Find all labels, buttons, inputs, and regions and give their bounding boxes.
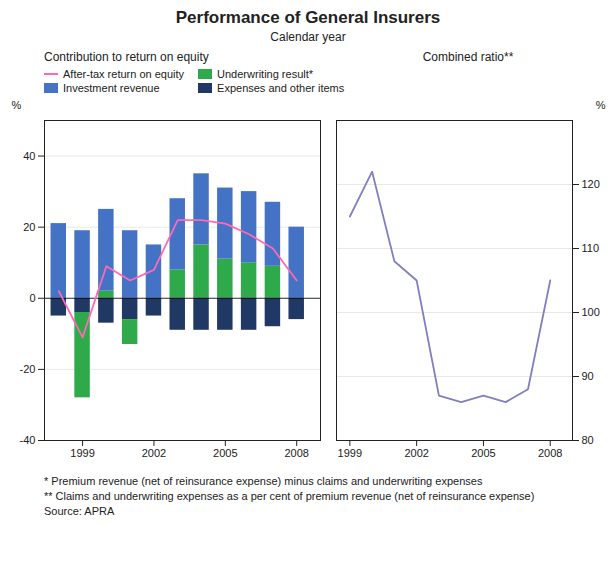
html-text:* Premium revenue (net of rein: * Premium revenue (net of reinsurance ex… [44, 475, 535, 517]
svg-text:2008: 2008 [284, 447, 308, 459]
html-text:Contribution to return on equi: Contribution to return on equity [44, 50, 209, 64]
svg-text:%: % [596, 99, 606, 111]
svg-text:1999: 1999 [338, 447, 362, 459]
svg-text:120: 120 [582, 178, 600, 190]
svg-text:2005: 2005 [471, 447, 495, 459]
svg-text:2005: 2005 [213, 447, 237, 459]
svg-text:2008: 2008 [538, 447, 562, 459]
svg-text:2002: 2002 [142, 447, 166, 459]
svg-text:1999: 1999 [70, 447, 94, 459]
svg-text:20: 20 [23, 221, 35, 233]
html-text:Combined ratio**: Combined ratio** [422, 50, 514, 64]
svg-text:2002: 2002 [404, 447, 428, 459]
svg-text:0: 0 [29, 292, 35, 304]
html-text:After-tax return on equity: After-tax return on equity [63, 68, 185, 80]
html-text:Underwriting result*: Underwriting result* [217, 68, 313, 80]
html-text:Calendar year: Calendar year [270, 30, 346, 44]
html-text:Performance of General Insurer: Performance of General Insurers [175, 8, 441, 27]
svg-text:110: 110 [582, 242, 600, 254]
svg-text:-20: -20 [20, 363, 36, 375]
svg-text:%: % [12, 99, 22, 111]
svg-text:40: 40 [23, 150, 35, 162]
svg-text:100: 100 [582, 306, 600, 318]
html-text:Investment revenue: Investment revenue [63, 82, 160, 94]
html-text:Expenses and other items: Expenses and other items [217, 82, 345, 94]
svg-text:90: 90 [582, 370, 594, 382]
svg-text:-40: -40 [20, 434, 36, 446]
svg-text:80: 80 [582, 434, 594, 446]
